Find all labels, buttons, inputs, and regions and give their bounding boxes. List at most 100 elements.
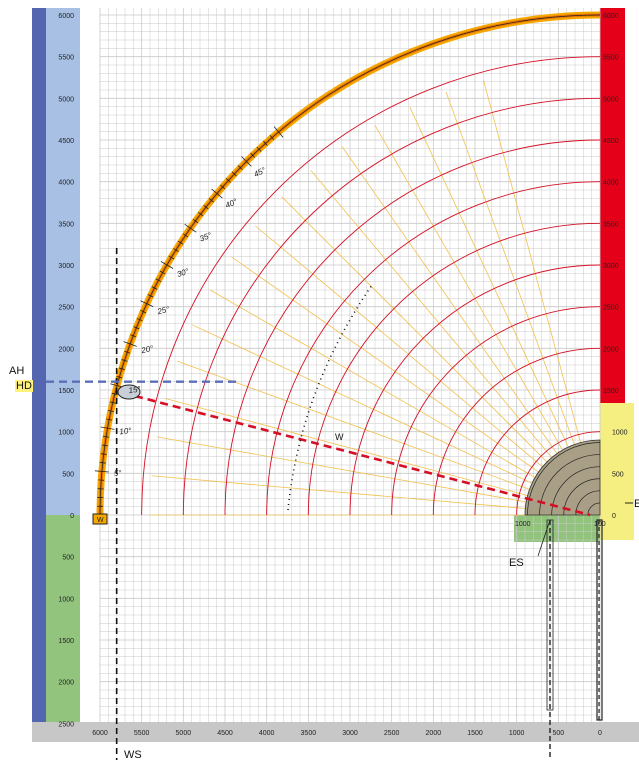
boom-tick xyxy=(136,318,143,322)
right-tick-label: 1000 xyxy=(612,430,628,437)
left-tick-label: 1000 xyxy=(58,596,74,603)
boom-tick xyxy=(140,300,154,308)
boom-tick xyxy=(208,198,215,203)
left-tick-label: 500 xyxy=(62,555,74,562)
dotted-curve xyxy=(287,284,373,511)
boom-tick xyxy=(124,350,131,354)
left-tick-label: 1000 xyxy=(58,430,74,437)
bottom-band xyxy=(32,722,639,742)
text-labels: WS ES W E 1000 100 xyxy=(124,432,639,760)
boom-tick xyxy=(133,326,140,330)
angle-label: 10° xyxy=(119,426,133,436)
right-tick-label: 2000 xyxy=(603,346,619,353)
left-tick-label: 6000 xyxy=(58,13,74,20)
right-tick-label: 4000 xyxy=(603,180,619,187)
left-tick-label: 2000 xyxy=(58,680,74,687)
boom-tick xyxy=(159,270,166,275)
x-tick-label: 6000 xyxy=(92,730,108,737)
boom-tick xyxy=(151,286,158,290)
boom-tick xyxy=(121,359,128,362)
boom-arc: W xyxy=(92,11,601,525)
range-arc xyxy=(224,139,601,516)
x-tick-label: 0 xyxy=(598,730,602,737)
es-pointer xyxy=(537,519,551,557)
boom-tick xyxy=(101,444,108,447)
left-tick-label: 2000 xyxy=(58,346,74,353)
range-arc xyxy=(349,264,601,516)
boom-tick xyxy=(198,211,204,217)
box-100-label: 100 xyxy=(594,521,606,528)
x-tick-label: 5500 xyxy=(134,730,150,737)
x-tick-label: 2500 xyxy=(384,730,400,737)
w-line-label: W xyxy=(335,432,344,442)
range-arc xyxy=(432,347,601,516)
right-tick-label: 500 xyxy=(612,471,624,478)
angle-label: 40° xyxy=(224,197,239,210)
boom-tick xyxy=(103,435,110,438)
left-tick-label: 3500 xyxy=(58,221,74,228)
right-edge-label: E xyxy=(634,498,639,510)
boom-tick xyxy=(192,219,199,224)
boom-tick xyxy=(182,233,189,238)
x-tick-label: 3500 xyxy=(301,730,317,737)
left-tick-label: 1500 xyxy=(58,638,74,645)
boom-tick xyxy=(231,171,237,177)
range-arc xyxy=(266,181,601,516)
boom-tick xyxy=(203,205,209,210)
x-tick-label: 5000 xyxy=(176,730,192,737)
boom-tick xyxy=(107,410,114,413)
boom-tick xyxy=(106,418,113,421)
load-line xyxy=(134,394,591,517)
x-tick-label: 1000 xyxy=(509,730,525,737)
boom-tick xyxy=(237,165,243,171)
angle-label: 25° xyxy=(155,304,171,316)
boom-tick xyxy=(263,140,268,146)
w-marker-box xyxy=(92,513,108,525)
boom-tick xyxy=(269,135,275,141)
left-lower-band xyxy=(46,515,80,722)
tick-labels: 6000 5500 5000 4500 4000 3500 3000 2500 2000 1500… xyxy=(58,13,627,737)
right-tick-label: 5500 xyxy=(603,55,619,62)
right-tick-label: 2500 xyxy=(603,305,619,312)
range-arc xyxy=(182,97,601,516)
boom-tick xyxy=(155,278,162,283)
boom-tick xyxy=(116,375,123,379)
left-tick-label: 5500 xyxy=(58,55,74,62)
boom-tick xyxy=(111,392,118,396)
left-tick-label: 500 xyxy=(62,471,74,478)
load-block xyxy=(117,384,141,400)
angle-label: 35° xyxy=(198,230,213,243)
x-tick-label: 4000 xyxy=(259,730,275,737)
left-tick-label: 2500 xyxy=(58,721,74,728)
right-tick-label: 1500 xyxy=(603,388,619,395)
boom-tick xyxy=(241,156,252,167)
es-label: ES xyxy=(509,557,524,569)
left-dark-bar xyxy=(32,8,46,722)
boom-tick xyxy=(168,255,175,260)
boom-tick xyxy=(123,341,137,347)
boom-tick xyxy=(160,261,174,269)
boom-tick xyxy=(94,470,109,473)
range-arc xyxy=(391,306,601,516)
right-tick-label: 3000 xyxy=(603,263,619,270)
ws-label: WS xyxy=(124,749,142,760)
right-red-band xyxy=(600,8,625,403)
left-tick-label: 3000 xyxy=(58,263,74,270)
hd-label: HD xyxy=(15,380,33,392)
left-upper-band xyxy=(46,8,80,515)
x-tick-label: 3000 xyxy=(342,730,358,737)
x-tick-label: 2000 xyxy=(426,730,442,737)
range-arcs xyxy=(99,14,601,516)
x-tick-label: 4500 xyxy=(217,730,233,737)
left-tick-label: 5000 xyxy=(58,96,74,103)
boom-tick xyxy=(100,426,115,430)
boom-tick xyxy=(173,248,179,252)
range-arc xyxy=(307,222,601,516)
base-arcs xyxy=(524,439,601,516)
boom-tick xyxy=(118,367,125,371)
right-tick-label: 5000 xyxy=(603,96,619,103)
angle-label: 5° xyxy=(114,469,123,478)
angle-label: 45° xyxy=(252,165,268,179)
boom-tick xyxy=(220,184,226,190)
